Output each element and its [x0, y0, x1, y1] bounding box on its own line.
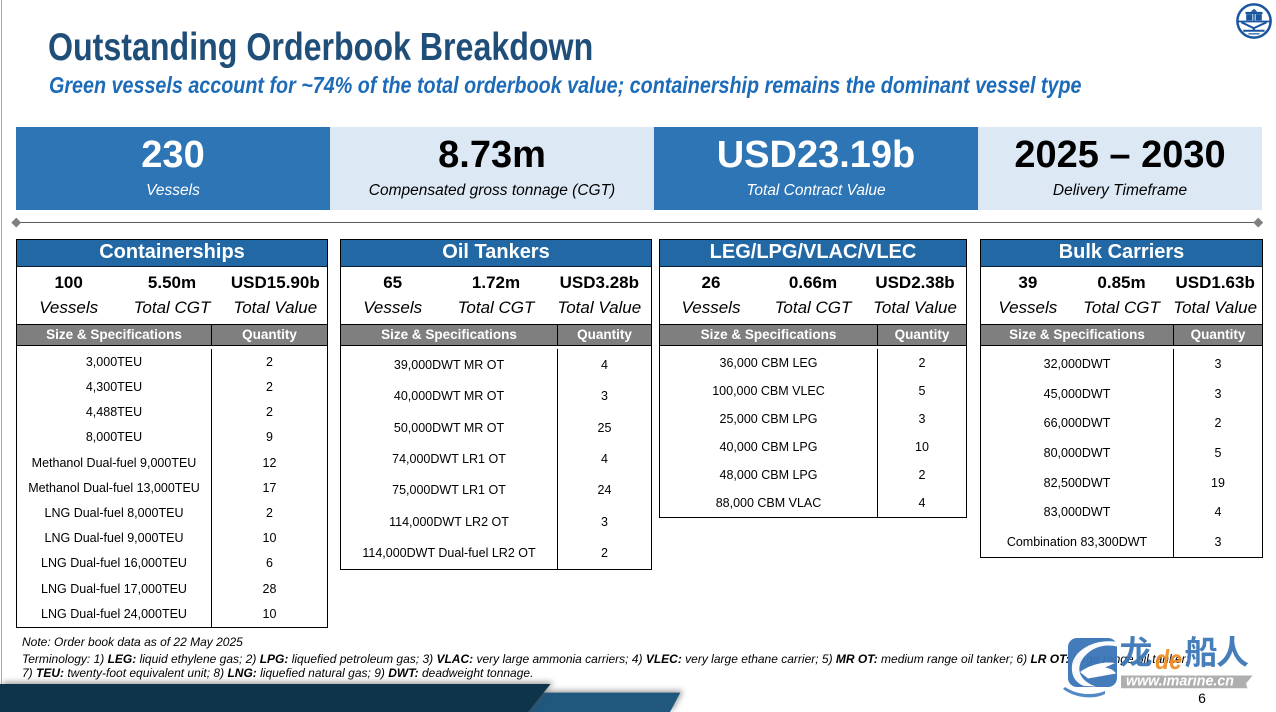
- svg-text:www.imarine.cn: www.imarine.cn: [1126, 673, 1234, 690]
- svg-text:de: de: [1155, 644, 1182, 675]
